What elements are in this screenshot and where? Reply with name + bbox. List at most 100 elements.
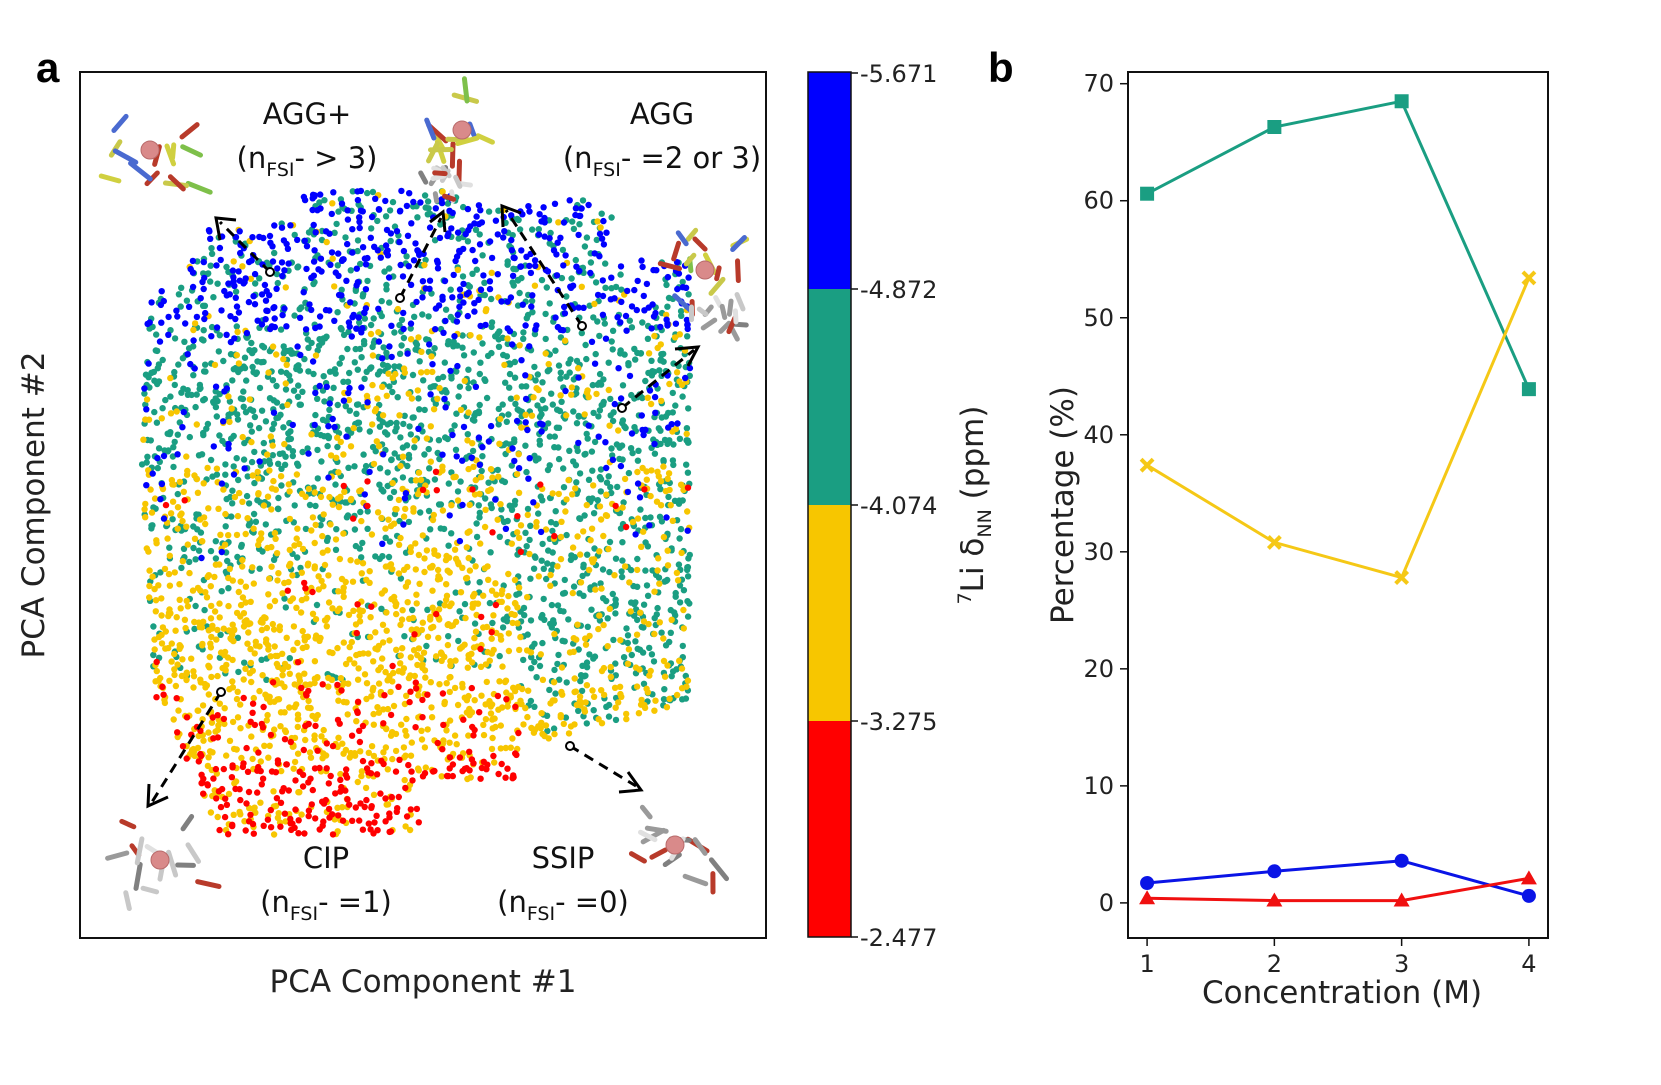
scatter-point: [643, 468, 650, 475]
scatter-point: [639, 319, 646, 326]
scatter-point: [471, 300, 478, 307]
scatter-point: [408, 626, 415, 633]
scatter-point: [326, 406, 333, 413]
arrow-cip: [150, 691, 223, 803]
scatter-point: [410, 198, 417, 206]
scatter-point: [550, 725, 558, 732]
scatter-point: [320, 511, 327, 518]
scatter-point: [546, 240, 553, 247]
scatter-point: [477, 540, 484, 547]
scatter-point: [642, 567, 649, 574]
scatter-point: [255, 541, 262, 549]
scatter-point: [554, 406, 561, 413]
scatter-point: [347, 557, 354, 564]
scatter-point: [174, 431, 181, 438]
scatter-point: [419, 696, 426, 704]
scatter-cloud: [138, 187, 694, 838]
scatter-point: [591, 360, 599, 367]
scatter-point: [636, 494, 644, 501]
scatter-point: [684, 566, 691, 574]
scatter-point: [293, 701, 300, 708]
scatter-point: [577, 551, 584, 558]
scatter-point: [384, 766, 391, 773]
scatter-point: [684, 573, 692, 580]
scatter-point: [549, 490, 556, 497]
scatter-point: [560, 720, 567, 728]
scatter-point: [651, 588, 658, 595]
scatter-point: [220, 357, 227, 365]
scatter-point: [244, 768, 252, 775]
scatter-point: [447, 673, 454, 681]
scatter-point: [424, 691, 431, 698]
scatter-point: [227, 338, 235, 346]
scatter-point: [317, 493, 325, 501]
scatter-point: [508, 236, 515, 244]
scatter-point: [507, 395, 515, 402]
scatter-point: [183, 597, 190, 605]
scatter-point: [277, 326, 285, 333]
scatter-point: [442, 306, 450, 313]
scatter-point: [249, 564, 256, 571]
scatter-point: [165, 612, 172, 620]
scatter-point: [234, 634, 242, 641]
scatter-point: [348, 333, 355, 340]
scatter-point: [567, 283, 574, 290]
scatter-point: [367, 321, 375, 329]
scatter-point: [189, 587, 197, 594]
scatter-point: [526, 536, 533, 544]
scatter-point: [181, 497, 188, 504]
scatter-point: [190, 673, 198, 680]
scatter-point: [671, 334, 679, 341]
scatter-point: [654, 567, 661, 574]
scatter-point: [294, 750, 302, 757]
scatter-point: [559, 327, 567, 334]
scatter-point: [554, 660, 561, 668]
scatter-point: [597, 516, 605, 523]
scatter-point: [362, 784, 370, 792]
scatter-point: [391, 329, 398, 336]
scatter-point: [415, 551, 423, 559]
scatter-point: [298, 811, 305, 818]
scatter-point: [603, 464, 610, 472]
scatter-point: [293, 604, 300, 611]
scatter-point: [520, 604, 528, 612]
scatter-point: [426, 465, 433, 472]
scatter-point: [346, 643, 353, 651]
scatter-point: [341, 488, 348, 495]
scatter-point: [208, 333, 215, 340]
scatter-point: [555, 424, 563, 431]
scatter-point: [413, 298, 420, 306]
scatter-point: [386, 207, 394, 214]
scatter-point: [447, 286, 454, 293]
scatter-point: [394, 805, 401, 812]
scatter-point: [244, 640, 251, 647]
scatter-point: [259, 672, 266, 679]
series-line: [1146, 99, 1531, 390]
scatter-point: [397, 462, 404, 470]
arrowhead-agg: [500, 203, 522, 228]
bond: [718, 320, 732, 334]
bond: [166, 849, 179, 878]
scatter-point: [186, 569, 193, 577]
scatter-point: [384, 421, 391, 428]
scatter-point: [370, 721, 377, 728]
scatter-point: [499, 401, 506, 408]
scatter-point: [165, 331, 172, 338]
scatter-point: [223, 263, 230, 271]
scatter-point: [306, 301, 313, 308]
lithium-ion: [695, 260, 715, 280]
scatter-point: [272, 769, 280, 776]
scatter-point: [155, 633, 163, 641]
scatter-point: [618, 693, 625, 700]
scatter-point: [487, 703, 494, 710]
scatter-point: [683, 461, 690, 468]
scatter-point: [454, 311, 461, 318]
scatter-point: [396, 238, 403, 246]
scatter-point: [611, 400, 618, 408]
scatter-point: [588, 606, 595, 613]
scatter-point: [555, 219, 562, 226]
scatter-point: [479, 453, 486, 460]
scatter-point: [602, 512, 610, 519]
scatter-point: [356, 738, 364, 746]
scatter-point: [445, 230, 452, 237]
